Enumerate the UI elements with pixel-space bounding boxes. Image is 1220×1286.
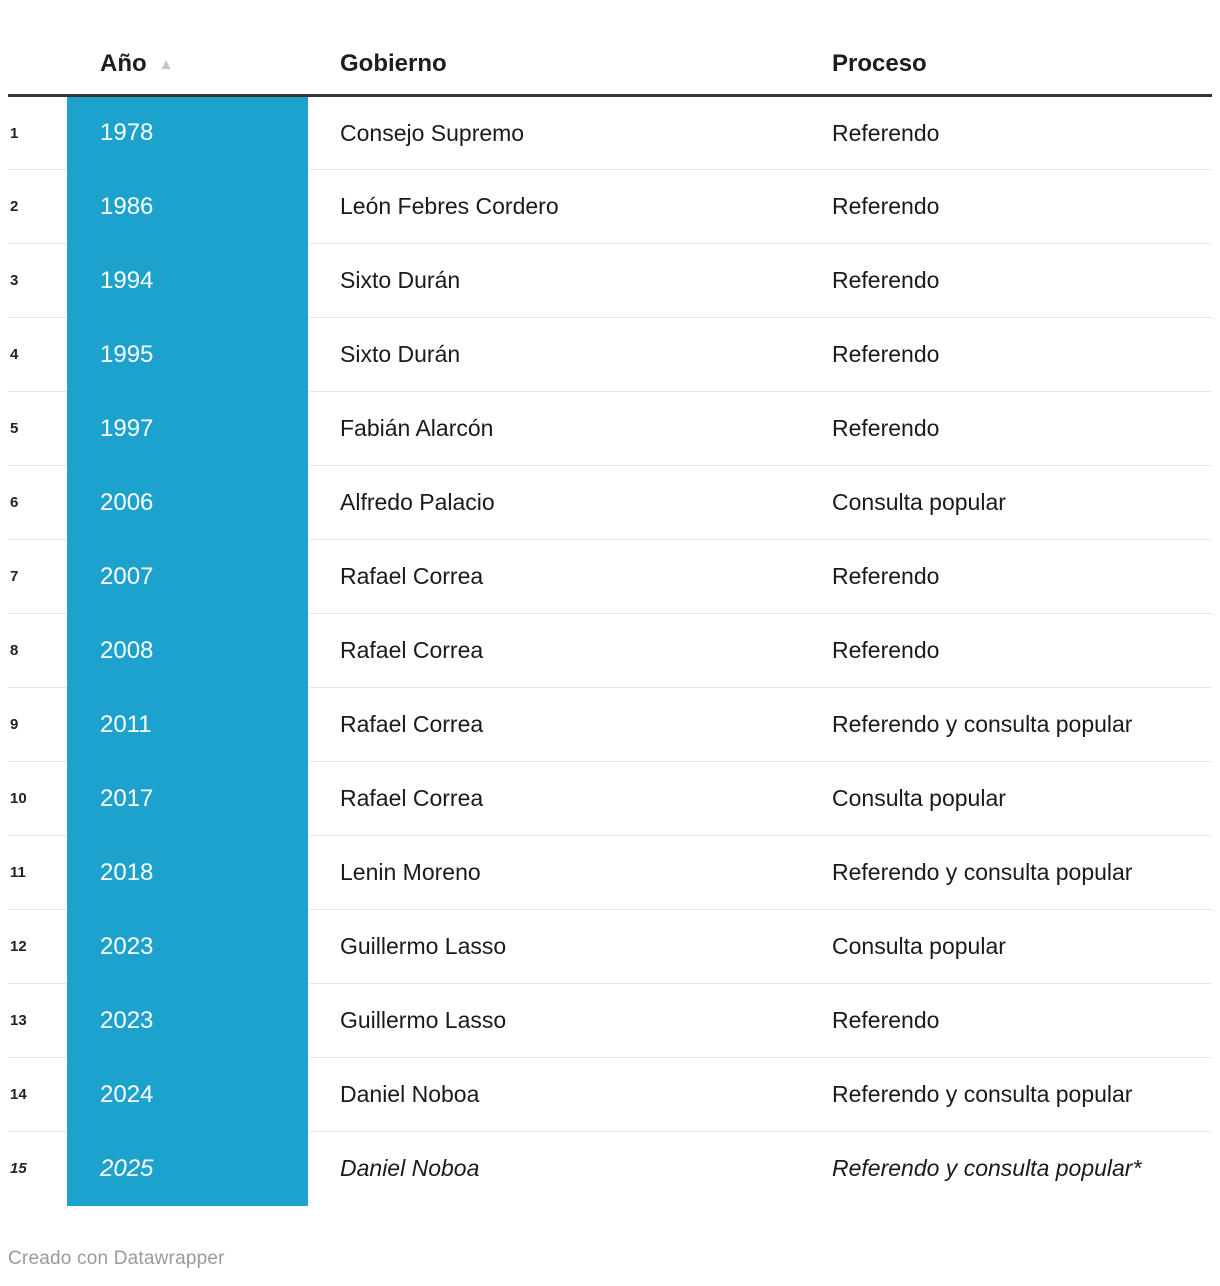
year-cell: 2011 <box>67 687 308 762</box>
row-number: 14 <box>8 1057 67 1132</box>
table-row: 6 2006 Alfredo Palacio Consulta popular <box>8 465 1212 540</box>
proceso-cell: Consulta popular <box>830 465 1212 540</box>
year-cell: 2017 <box>67 761 308 836</box>
gobierno-cell: Rafael Correa <box>308 613 830 688</box>
year-cell: 1994 <box>67 243 308 318</box>
column-header-proceso[interactable]: Proceso <box>830 0 1212 97</box>
table-row: 8 2008 Rafael Correa Referendo <box>8 613 1212 688</box>
table-row: 13 2023 Guillermo Lasso Referendo <box>8 983 1212 1058</box>
proceso-cell: Referendo y consulta popular <box>830 687 1212 762</box>
table-row: 4 1995 Sixto Durán Referendo <box>8 317 1212 392</box>
gobierno-cell: Sixto Durán <box>308 243 830 318</box>
row-number: 4 <box>8 317 67 392</box>
table-row: 5 1997 Fabián Alarcón Referendo <box>8 391 1212 466</box>
proceso-cell: Referendo <box>830 243 1212 318</box>
proceso-cell: Referendo <box>830 169 1212 244</box>
proceso-cell: Referendo <box>832 119 940 146</box>
row-number: 11 <box>8 835 67 910</box>
proceso-cell: Referendo <box>830 391 1212 466</box>
year-cell: 1986 <box>67 169 308 244</box>
table-row: 2 1986 León Febres Cordero Referendo <box>8 169 1212 244</box>
gobierno-cell: Lenin Moreno <box>308 835 830 910</box>
row-number: 10 <box>8 761 67 836</box>
row-number: 9 <box>8 687 67 762</box>
proceso-cell: Referendo y consulta popular* <box>830 1131 1212 1206</box>
row-number: 12 <box>8 909 67 984</box>
table-row: 12 2023 Guillermo Lasso Consulta popular <box>8 909 1212 984</box>
table-row: 15 2025 Daniel Noboa Referendo y consulta p… <box>8 1131 1212 1206</box>
gobierno-cell: Fabián Alarcón <box>308 391 830 466</box>
sort-ascending-icon: ▲ <box>158 56 174 73</box>
gobierno-cell: Rafael Correa <box>308 539 830 614</box>
data-table: Año ▲ Gobierno Proceso 1 1978 Consejo Supre… <box>8 0 1212 1206</box>
row-number: 13 <box>8 983 67 1058</box>
gobierno-cell: León Febres Cordero <box>308 169 830 244</box>
row-number: 2 <box>8 169 67 244</box>
gobierno-cell: Alfredo Palacio <box>308 465 830 540</box>
row-number: 1 <box>10 124 19 142</box>
year-cell: 2023 <box>67 909 308 984</box>
column-header-ano[interactable]: Año ▲ <box>67 0 308 97</box>
table-row: 9 2011 Rafael Correa Referendo y consulta p… <box>8 687 1212 762</box>
proceso-cell: Referendo <box>830 539 1212 614</box>
row-number: 5 <box>8 391 67 466</box>
gobierno-cell: Daniel Noboa <box>308 1131 830 1206</box>
proceso-cell: Consulta popular <box>830 761 1212 836</box>
year-cell: 1997 <box>67 391 308 466</box>
year-cell: 2006 <box>67 465 308 540</box>
gobierno-cell: Guillermo Lasso <box>308 909 830 984</box>
year-cell: 2023 <box>67 983 308 1058</box>
gobierno-cell: Rafael Correa <box>308 687 830 762</box>
row-number: 15 <box>8 1131 67 1206</box>
datawrapper-credit-link[interactable]: Creado con Datawrapper <box>8 1247 225 1269</box>
row-number: 6 <box>8 465 67 540</box>
row-number: 7 <box>8 539 67 614</box>
year-cell: 1978 <box>67 95 308 170</box>
proceso-cell: Referendo <box>830 613 1212 688</box>
proceso-cell: Referendo <box>830 317 1212 392</box>
proceso-cell: Referendo y consulta popular <box>830 835 1212 910</box>
column-header-ano-label: Año <box>100 50 147 77</box>
row-number: 3 <box>8 243 67 318</box>
header-row-number-spacer <box>8 0 67 97</box>
row-number: 8 <box>8 613 67 688</box>
table-row: 11 2018 Lenin Moreno Referendo y consulta p… <box>8 835 1212 910</box>
table-row: 1 1978 Consejo Supremo Referendo <box>8 95 1212 170</box>
proceso-cell: Consulta popular <box>830 909 1212 984</box>
gobierno-cell: Daniel Noboa <box>308 1057 830 1132</box>
header-row: Año ▲ Gobierno Proceso <box>8 0 1212 97</box>
gobierno-cell: Rafael Correa <box>308 761 830 836</box>
gobierno-cell: Guillermo Lasso <box>308 983 830 1058</box>
proceso-cell: Referendo y consulta popular <box>830 1057 1212 1132</box>
proceso-cell: Referendo <box>830 983 1212 1058</box>
gobierno-cell: Consejo Supremo <box>340 119 525 146</box>
year-cell: 2024 <box>67 1057 308 1132</box>
table-row: 7 2007 Rafael Correa Referendo <box>8 539 1212 614</box>
column-header-gobierno[interactable]: Gobierno <box>308 0 830 97</box>
table-row: 3 1994 Sixto Durán Referendo <box>8 243 1212 318</box>
table-row: 10 2017 Rafael Correa Consulta popular <box>8 761 1212 836</box>
table-row: 14 2024 Daniel Noboa Referendo y consulta p… <box>8 1057 1212 1132</box>
year-cell: 2007 <box>67 539 308 614</box>
year-cell: 2008 <box>67 613 308 688</box>
year-cell: 1995 <box>67 317 308 392</box>
year-cell: 2018 <box>67 835 308 910</box>
year-cell: 2025 <box>67 1131 308 1206</box>
gobierno-cell: Sixto Durán <box>308 317 830 392</box>
